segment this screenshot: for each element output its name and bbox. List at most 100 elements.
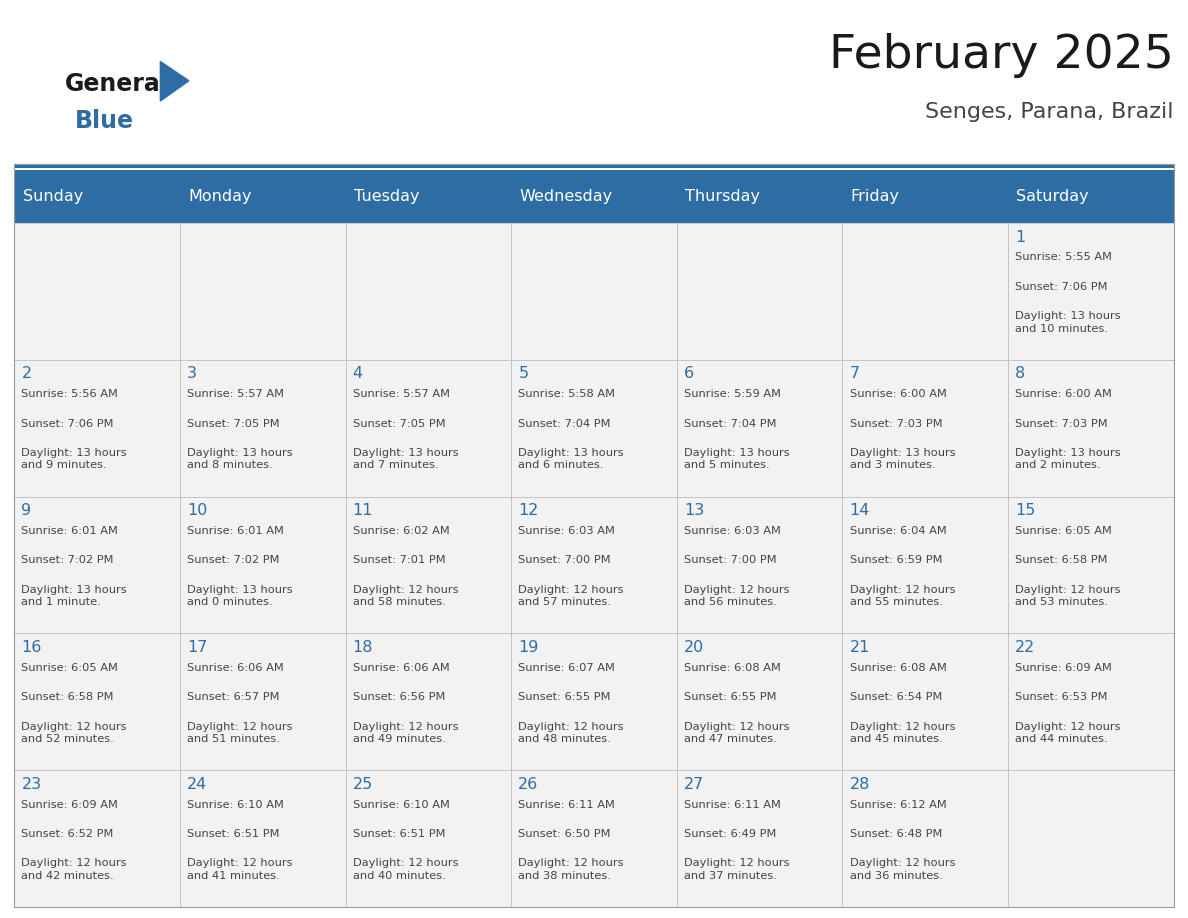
- Bar: [842, 633, 1009, 770]
- Text: Sunrise: 6:05 AM: Sunrise: 6:05 AM: [21, 663, 119, 673]
- Bar: [677, 633, 842, 770]
- Text: Sunset: 7:03 PM: Sunset: 7:03 PM: [849, 419, 942, 429]
- Text: Thursday: Thursday: [685, 189, 760, 204]
- Bar: [842, 497, 1009, 633]
- Text: Daylight: 13 hours
and 1 minute.: Daylight: 13 hours and 1 minute.: [21, 585, 127, 607]
- Bar: [842, 770, 1009, 907]
- Bar: [14, 164, 1174, 907]
- Bar: [179, 497, 346, 633]
- Text: Sunset: 7:01 PM: Sunset: 7:01 PM: [353, 555, 446, 565]
- Text: 1: 1: [1016, 230, 1025, 244]
- Bar: [346, 223, 511, 360]
- Text: Wednesday: Wednesday: [519, 189, 613, 204]
- Bar: [179, 770, 346, 907]
- Text: 22: 22: [1016, 640, 1036, 655]
- Bar: [14, 223, 179, 360]
- Text: Daylight: 12 hours
and 40 minutes.: Daylight: 12 hours and 40 minutes.: [353, 858, 459, 880]
- Text: Sunset: 7:05 PM: Sunset: 7:05 PM: [187, 419, 279, 429]
- Bar: [1009, 360, 1174, 497]
- Text: Daylight: 12 hours
and 53 minutes.: Daylight: 12 hours and 53 minutes.: [1016, 585, 1120, 607]
- Text: 17: 17: [187, 640, 208, 655]
- Text: Daylight: 12 hours
and 42 minutes.: Daylight: 12 hours and 42 minutes.: [21, 858, 127, 880]
- Text: Sunrise: 6:08 AM: Sunrise: 6:08 AM: [849, 663, 947, 673]
- Text: Sunrise: 6:10 AM: Sunrise: 6:10 AM: [187, 800, 284, 810]
- Text: 12: 12: [518, 503, 538, 518]
- Text: Sunrise: 5:55 AM: Sunrise: 5:55 AM: [1016, 252, 1112, 263]
- Text: Sunrise: 6:02 AM: Sunrise: 6:02 AM: [353, 526, 449, 536]
- Text: Daylight: 13 hours
and 3 minutes.: Daylight: 13 hours and 3 minutes.: [849, 448, 955, 470]
- Text: Daylight: 12 hours
and 58 minutes.: Daylight: 12 hours and 58 minutes.: [353, 585, 459, 607]
- Text: Daylight: 12 hours
and 47 minutes.: Daylight: 12 hours and 47 minutes.: [684, 722, 790, 744]
- Text: Sunset: 6:49 PM: Sunset: 6:49 PM: [684, 829, 776, 839]
- Text: Sunset: 6:48 PM: Sunset: 6:48 PM: [849, 829, 942, 839]
- Text: Sunrise: 6:08 AM: Sunrise: 6:08 AM: [684, 663, 781, 673]
- Text: Sunset: 6:50 PM: Sunset: 6:50 PM: [518, 829, 611, 839]
- Bar: [14, 164, 1174, 168]
- Text: Daylight: 13 hours
and 2 minutes.: Daylight: 13 hours and 2 minutes.: [1016, 448, 1120, 470]
- Text: 24: 24: [187, 777, 207, 791]
- Text: Daylight: 12 hours
and 45 minutes.: Daylight: 12 hours and 45 minutes.: [849, 722, 955, 744]
- Text: Sunset: 6:59 PM: Sunset: 6:59 PM: [849, 555, 942, 565]
- Polygon shape: [160, 62, 189, 101]
- Text: 27: 27: [684, 777, 704, 791]
- Text: Sunrise: 5:58 AM: Sunrise: 5:58 AM: [518, 389, 615, 399]
- Text: Saturday: Saturday: [1017, 189, 1089, 204]
- Text: Daylight: 13 hours
and 5 minutes.: Daylight: 13 hours and 5 minutes.: [684, 448, 790, 470]
- Bar: [14, 170, 1174, 223]
- Bar: [1009, 497, 1174, 633]
- Bar: [179, 360, 346, 497]
- Text: Sunrise: 6:10 AM: Sunrise: 6:10 AM: [353, 800, 449, 810]
- Bar: [179, 633, 346, 770]
- Text: Sunset: 6:57 PM: Sunset: 6:57 PM: [187, 692, 279, 702]
- Text: Sunset: 6:53 PM: Sunset: 6:53 PM: [1016, 692, 1107, 702]
- Text: Sunset: 7:02 PM: Sunset: 7:02 PM: [187, 555, 279, 565]
- Text: 4: 4: [353, 366, 362, 381]
- Text: 14: 14: [849, 503, 870, 518]
- Text: Sunset: 7:02 PM: Sunset: 7:02 PM: [21, 555, 114, 565]
- Text: 10: 10: [187, 503, 208, 518]
- Text: Daylight: 13 hours
and 6 minutes.: Daylight: 13 hours and 6 minutes.: [518, 448, 624, 470]
- Text: Sunrise: 6:00 AM: Sunrise: 6:00 AM: [849, 389, 947, 399]
- Text: Daylight: 12 hours
and 37 minutes.: Daylight: 12 hours and 37 minutes.: [684, 858, 790, 880]
- Text: Daylight: 12 hours
and 55 minutes.: Daylight: 12 hours and 55 minutes.: [849, 585, 955, 607]
- Text: 19: 19: [518, 640, 538, 655]
- Bar: [14, 770, 179, 907]
- Text: Sunrise: 5:59 AM: Sunrise: 5:59 AM: [684, 389, 781, 399]
- Text: Sunset: 6:51 PM: Sunset: 6:51 PM: [353, 829, 446, 839]
- Text: 26: 26: [518, 777, 538, 791]
- Text: Daylight: 13 hours
and 0 minutes.: Daylight: 13 hours and 0 minutes.: [187, 585, 292, 607]
- Text: Daylight: 12 hours
and 49 minutes.: Daylight: 12 hours and 49 minutes.: [353, 722, 459, 744]
- Text: Tuesday: Tuesday: [354, 189, 419, 204]
- Text: Sunset: 6:58 PM: Sunset: 6:58 PM: [21, 692, 114, 702]
- Text: Sunrise: 6:01 AM: Sunrise: 6:01 AM: [21, 526, 119, 536]
- Bar: [1009, 633, 1174, 770]
- Text: Sunset: 7:00 PM: Sunset: 7:00 PM: [684, 555, 777, 565]
- Bar: [14, 633, 179, 770]
- Text: Sunrise: 6:09 AM: Sunrise: 6:09 AM: [21, 800, 119, 810]
- Text: 9: 9: [21, 503, 32, 518]
- Text: Sunrise: 6:06 AM: Sunrise: 6:06 AM: [187, 663, 284, 673]
- Text: Sunset: 6:55 PM: Sunset: 6:55 PM: [684, 692, 777, 702]
- Text: Sunset: 7:06 PM: Sunset: 7:06 PM: [21, 419, 114, 429]
- Text: Monday: Monday: [188, 189, 252, 204]
- Text: Daylight: 12 hours
and 38 minutes.: Daylight: 12 hours and 38 minutes.: [518, 858, 624, 880]
- Text: Daylight: 13 hours
and 7 minutes.: Daylight: 13 hours and 7 minutes.: [353, 448, 459, 470]
- Text: Daylight: 12 hours
and 52 minutes.: Daylight: 12 hours and 52 minutes.: [21, 722, 127, 744]
- Text: Sunrise: 6:12 AM: Sunrise: 6:12 AM: [849, 800, 947, 810]
- Text: Sunday: Sunday: [23, 189, 83, 204]
- Bar: [677, 497, 842, 633]
- Text: Sunset: 7:04 PM: Sunset: 7:04 PM: [684, 419, 777, 429]
- Text: 11: 11: [353, 503, 373, 518]
- Text: Sunset: 7:05 PM: Sunset: 7:05 PM: [353, 419, 446, 429]
- Text: Sunrise: 6:04 AM: Sunrise: 6:04 AM: [849, 526, 947, 536]
- Text: Sunrise: 5:57 AM: Sunrise: 5:57 AM: [353, 389, 450, 399]
- Text: Sunrise: 6:00 AM: Sunrise: 6:00 AM: [1016, 389, 1112, 399]
- Bar: [511, 497, 677, 633]
- Text: Sunrise: 6:11 AM: Sunrise: 6:11 AM: [518, 800, 615, 810]
- Text: Sunrise: 6:05 AM: Sunrise: 6:05 AM: [1016, 526, 1112, 536]
- Text: 21: 21: [849, 640, 870, 655]
- Text: Blue: Blue: [75, 109, 134, 133]
- Bar: [1009, 223, 1174, 360]
- Text: Sunrise: 6:01 AM: Sunrise: 6:01 AM: [187, 526, 284, 536]
- Text: Sunrise: 5:57 AM: Sunrise: 5:57 AM: [187, 389, 284, 399]
